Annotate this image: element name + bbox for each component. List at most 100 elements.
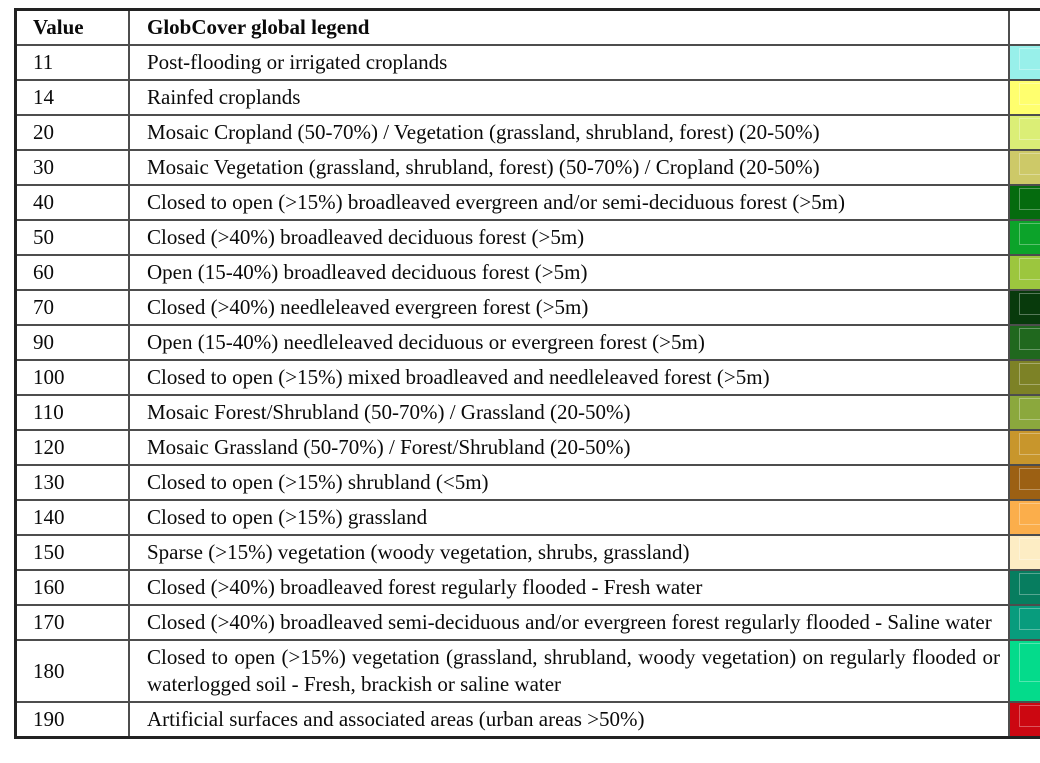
table-row: 100 Closed to open (>15%) mixed broadlea… bbox=[14, 359, 1040, 396]
legend-description-cell: Closed (>40%) broadleaved deciduous fore… bbox=[128, 219, 1010, 256]
table-row: 190 Artificial surfaces and associated a… bbox=[14, 701, 1040, 739]
swatch-highlight bbox=[1019, 83, 1040, 106]
table-row: 70 Closed (>40%) needleleaved evergreen … bbox=[14, 289, 1040, 326]
table-row: 140 Closed to open (>15%) grassland bbox=[14, 499, 1040, 536]
header-legend-title: GlobCover global legend bbox=[128, 8, 1010, 46]
value-cell: 30 bbox=[14, 149, 130, 186]
legend-description-cell: Closed to open (>15%) broadleaved evergr… bbox=[128, 184, 1010, 221]
legend-description-cell: Post-flooding or irrigated croplands bbox=[128, 44, 1010, 81]
table-row: 14 Rainfed croplands bbox=[14, 79, 1040, 116]
value-cell: 180 bbox=[14, 639, 130, 703]
swatch-highlight bbox=[1019, 223, 1040, 246]
swatch-highlight bbox=[1019, 48, 1040, 71]
legend-description-cell: Closed (>40%) broadleaved semi-deciduous… bbox=[128, 604, 1010, 641]
value-cell: 170 bbox=[14, 604, 130, 641]
swatch-highlight bbox=[1019, 293, 1040, 316]
table-row: 120 Mosaic Grassland (50-70%) / Forest/S… bbox=[14, 429, 1040, 466]
table-header: Value GlobCover global legend bbox=[14, 8, 1040, 46]
swatch-highlight bbox=[1019, 118, 1040, 141]
value-cell: 190 bbox=[14, 701, 130, 739]
table-row: 20 Mosaic Cropland (50-70%) / Vegetation… bbox=[14, 114, 1040, 151]
color-swatch bbox=[1008, 114, 1040, 151]
color-swatch bbox=[1008, 324, 1040, 361]
value-cell: 150 bbox=[14, 534, 130, 571]
color-swatch bbox=[1008, 499, 1040, 536]
header-row: Value GlobCover global legend bbox=[14, 8, 1040, 46]
table-row: 30 Mosaic Vegetation (grassland, shrubla… bbox=[14, 149, 1040, 186]
value-cell: 90 bbox=[14, 324, 130, 361]
color-swatch bbox=[1008, 569, 1040, 606]
value-cell: 60 bbox=[14, 254, 130, 291]
color-swatch bbox=[1008, 254, 1040, 291]
swatch-highlight bbox=[1019, 188, 1040, 211]
color-swatch bbox=[1008, 394, 1040, 431]
table-row: 180 Closed to open (>15%) vegetation (gr… bbox=[14, 639, 1040, 703]
table-row: 60 Open (15-40%) broadleaved deciduous f… bbox=[14, 254, 1040, 291]
legend-description-cell: Mosaic Grassland (50-70%) / Forest/Shrub… bbox=[128, 429, 1010, 466]
table-row: 50 Closed (>40%) broadleaved deciduous f… bbox=[14, 219, 1040, 256]
legend-description-cell: Mosaic Forest/Shrubland (50-70%) / Grass… bbox=[128, 394, 1010, 431]
color-swatch bbox=[1008, 219, 1040, 256]
swatch-highlight bbox=[1019, 398, 1040, 421]
value-cell: 40 bbox=[14, 184, 130, 221]
swatch-highlight bbox=[1019, 153, 1040, 176]
legend-description-cell: Mosaic Cropland (50-70%) / Vegetation (g… bbox=[128, 114, 1010, 151]
value-cell: 50 bbox=[14, 219, 130, 256]
table-row: 11 Post-flooding or irrigated croplands bbox=[14, 44, 1040, 81]
color-swatch bbox=[1008, 184, 1040, 221]
swatch-highlight bbox=[1019, 363, 1040, 386]
swatch-highlight bbox=[1019, 643, 1040, 683]
color-swatch bbox=[1008, 289, 1040, 326]
value-cell: 130 bbox=[14, 464, 130, 501]
legend-description-cell: Mosaic Vegetation (grassland, shrubland,… bbox=[128, 149, 1010, 186]
value-cell: 110 bbox=[14, 394, 130, 431]
color-swatch bbox=[1008, 464, 1040, 501]
globcover-legend-table: Value GlobCover global legend 11 Post-fl… bbox=[14, 8, 1040, 739]
swatch-highlight bbox=[1019, 705, 1040, 728]
table-row: 150 Sparse (>15%) vegetation (woody vege… bbox=[14, 534, 1040, 571]
legend-description-cell: Open (15-40%) broadleaved deciduous fore… bbox=[128, 254, 1010, 291]
value-cell: 140 bbox=[14, 499, 130, 536]
legend-description-cell: Closed to open (>15%) vegetation (grassl… bbox=[128, 639, 1010, 703]
table-row: 170 Closed (>40%) broadleaved semi-decid… bbox=[14, 604, 1040, 641]
value-cell: 120 bbox=[14, 429, 130, 466]
value-cell: 100 bbox=[14, 359, 130, 396]
swatch-highlight bbox=[1019, 328, 1040, 351]
swatch-highlight bbox=[1019, 503, 1040, 526]
color-swatch bbox=[1008, 534, 1040, 571]
header-color-column bbox=[1008, 8, 1040, 46]
legend-description-cell: Closed to open (>15%) shrubland (<5m) bbox=[128, 464, 1010, 501]
legend-description-cell: Open (15-40%) needleleaved deciduous or … bbox=[128, 324, 1010, 361]
value-cell: 20 bbox=[14, 114, 130, 151]
header-value: Value bbox=[14, 8, 130, 46]
legend-description-cell: Closed to open (>15%) mixed broadleaved … bbox=[128, 359, 1010, 396]
color-swatch bbox=[1008, 701, 1040, 739]
legend-description-cell: Closed (>40%) broadleaved forest regular… bbox=[128, 569, 1010, 606]
legend-description-cell: Closed (>40%) needleleaved evergreen for… bbox=[128, 289, 1010, 326]
value-cell: 14 bbox=[14, 79, 130, 116]
color-swatch bbox=[1008, 44, 1040, 81]
legend-description-cell: Sparse (>15%) vegetation (woody vegetati… bbox=[128, 534, 1010, 571]
color-swatch bbox=[1008, 639, 1040, 703]
table-row: 110 Mosaic Forest/Shrubland (50-70%) / G… bbox=[14, 394, 1040, 431]
swatch-highlight bbox=[1019, 258, 1040, 281]
value-cell: 11 bbox=[14, 44, 130, 81]
table-body: 11 Post-flooding or irrigated croplands … bbox=[14, 44, 1040, 739]
swatch-highlight bbox=[1019, 608, 1040, 631]
swatch-highlight bbox=[1019, 433, 1040, 456]
color-swatch bbox=[1008, 149, 1040, 186]
table-row: 160 Closed (>40%) broadleaved forest reg… bbox=[14, 569, 1040, 606]
swatch-highlight bbox=[1019, 538, 1040, 561]
swatch-highlight bbox=[1019, 573, 1040, 596]
color-swatch bbox=[1008, 429, 1040, 466]
table-row: 40 Closed to open (>15%) broadleaved eve… bbox=[14, 184, 1040, 221]
table-row: 130 Closed to open (>15%) shrubland (<5m… bbox=[14, 464, 1040, 501]
swatch-highlight bbox=[1019, 468, 1040, 491]
table-row: 90 Open (15-40%) needleleaved deciduous … bbox=[14, 324, 1040, 361]
legend-description-cell: Closed to open (>15%) grassland bbox=[128, 499, 1010, 536]
legend-description-cell: Rainfed croplands bbox=[128, 79, 1010, 116]
value-cell: 70 bbox=[14, 289, 130, 326]
color-swatch bbox=[1008, 359, 1040, 396]
legend-description-cell: Artificial surfaces and associated areas… bbox=[128, 701, 1010, 739]
